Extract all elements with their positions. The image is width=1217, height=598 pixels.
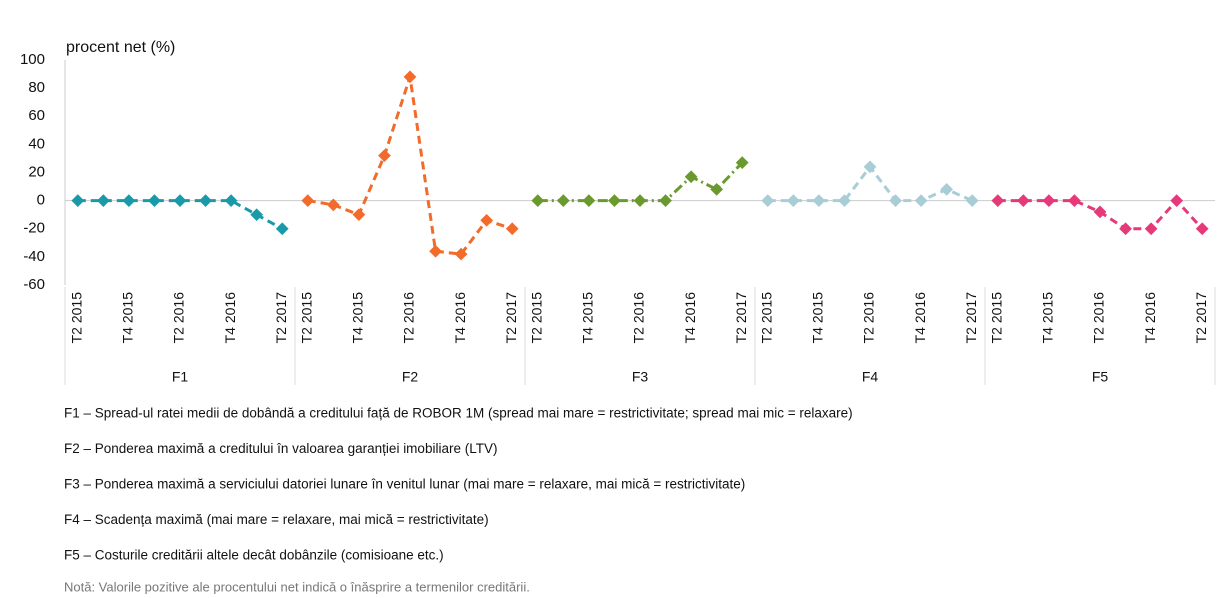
x-tick-label: T4 2016 xyxy=(1142,292,1158,344)
x-tick-label: T4 2015 xyxy=(580,292,596,344)
legend-note: F1 – Spread-ul ratei medii de dobândă a … xyxy=(64,406,853,421)
point-marker xyxy=(914,194,928,207)
point-marker xyxy=(1042,194,1056,207)
legend-note: F2 – Ponderea maximă a creditului în val… xyxy=(64,441,497,456)
point-marker xyxy=(991,194,1005,207)
x-tick-label: T2 2015 xyxy=(298,292,314,344)
point-marker xyxy=(761,194,775,207)
y-axis-label: procent net (%) xyxy=(66,39,175,56)
point-marker xyxy=(173,194,187,207)
point-marker xyxy=(96,194,110,207)
series-line xyxy=(307,76,513,256)
x-tick-label: T2 2017 xyxy=(273,292,289,344)
point-marker xyxy=(250,208,264,222)
point-marker xyxy=(480,213,494,227)
point-marker xyxy=(429,244,442,258)
point-marker xyxy=(122,194,136,207)
y-tick-label: 40 xyxy=(28,135,45,152)
y-tick-label: 100 xyxy=(20,51,45,68)
point-marker xyxy=(275,222,289,236)
x-tick-label: T2 2015 xyxy=(988,292,1004,344)
point-marker xyxy=(71,194,85,207)
point-marker xyxy=(301,194,315,207)
y-tick-label: 60 xyxy=(28,107,45,124)
group-label: F4 xyxy=(862,369,879,385)
group-label: F2 xyxy=(402,369,419,385)
y-tick-label: 0 xyxy=(37,192,45,209)
y-tick-label: -20 xyxy=(23,220,45,237)
group-label: F1 xyxy=(172,369,189,385)
point-marker xyxy=(608,194,621,207)
point-marker xyxy=(1170,194,1184,207)
point-marker xyxy=(965,194,979,207)
point-marker xyxy=(684,170,698,184)
group-label: F3 xyxy=(632,369,649,385)
x-tick-label: T4 2016 xyxy=(682,292,698,344)
y-tick-label: 80 xyxy=(28,79,45,96)
point-marker xyxy=(454,247,468,261)
group-label: F5 xyxy=(1092,369,1109,385)
point-marker xyxy=(786,194,800,207)
point-marker xyxy=(1016,194,1030,207)
point-marker xyxy=(556,194,570,207)
x-tick-label: T2 2015 xyxy=(68,292,84,344)
point-marker xyxy=(1068,194,1081,207)
x-tick-label: T4 2016 xyxy=(222,292,238,344)
point-marker xyxy=(582,194,596,207)
x-tick-label: T2 2015 xyxy=(758,292,774,344)
point-marker xyxy=(352,208,366,222)
point-marker xyxy=(199,194,212,207)
point-marker xyxy=(1119,222,1132,236)
y-tick-label: -40 xyxy=(23,248,45,265)
x-tick-label: T2 2016 xyxy=(1091,292,1107,344)
x-tick-label: T4 2016 xyxy=(452,292,468,344)
legend-note: F3 – Ponderea maximă a serviciului dator… xyxy=(64,477,745,492)
point-marker xyxy=(940,183,954,196)
footnote: Notă: Valorile pozitive ale procentului … xyxy=(64,579,530,594)
x-tick-label: T4 2016 xyxy=(912,292,928,344)
legend-note: F5 – Costurile creditării altele decât d… xyxy=(64,548,444,563)
point-marker xyxy=(633,194,647,207)
point-marker xyxy=(403,70,417,84)
x-tick-label: T2 2016 xyxy=(171,292,187,344)
x-tick-label: T4 2015 xyxy=(120,292,136,344)
x-tick-label: T2 2017 xyxy=(733,292,749,344)
x-tick-label: T2 2017 xyxy=(963,292,979,344)
x-tick-label: T2 2016 xyxy=(631,292,647,344)
point-marker xyxy=(863,160,877,174)
point-marker xyxy=(326,198,340,212)
legend-note: F4 – Scadența maximă (mai mare = relaxar… xyxy=(64,512,489,527)
y-tick-label: -60 xyxy=(23,276,45,293)
point-marker xyxy=(531,194,545,207)
y-tick-label: 20 xyxy=(28,163,45,180)
x-tick-label: T4 2015 xyxy=(1040,292,1056,344)
x-tick-label: T2 2015 xyxy=(528,292,544,344)
point-marker xyxy=(889,194,902,207)
point-marker xyxy=(1195,222,1209,236)
x-tick-label: T2 2017 xyxy=(1193,292,1209,344)
point-marker xyxy=(378,149,391,162)
x-tick-label: T2 2016 xyxy=(861,292,877,344)
point-marker xyxy=(1144,222,1158,236)
series-line xyxy=(77,199,283,231)
point-marker xyxy=(505,222,519,236)
x-tick-label: T4 2015 xyxy=(810,292,826,344)
point-marker xyxy=(710,183,724,196)
x-tick-label: T4 2015 xyxy=(350,292,366,344)
point-marker xyxy=(224,194,238,207)
point-marker xyxy=(812,194,826,207)
x-tick-label: T2 2017 xyxy=(503,292,519,344)
point-marker xyxy=(148,194,161,207)
x-tick-label: T2 2016 xyxy=(401,292,417,344)
